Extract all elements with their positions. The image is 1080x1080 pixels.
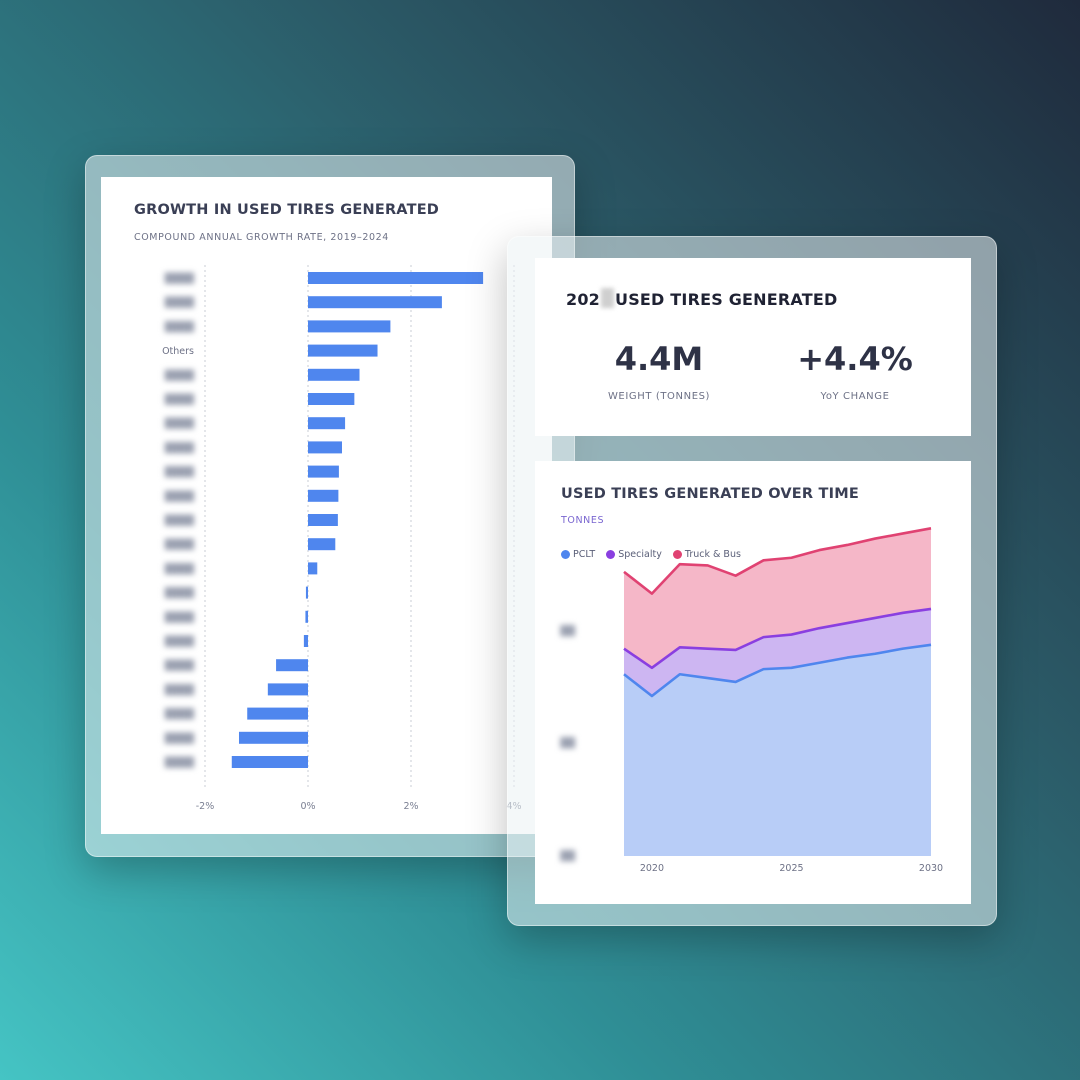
category-label: ████ <box>164 321 195 333</box>
bar <box>305 610 308 623</box>
category-label: ████ <box>164 611 195 623</box>
category-label: ████ <box>164 757 195 769</box>
area-card-title: USED TIRES GENERATED OVER TIME <box>561 486 859 502</box>
area-legend: PCLT Specialty Truck & Bus <box>561 544 747 563</box>
bar <box>305 586 308 599</box>
area-truck-bus <box>624 528 931 668</box>
kpi-title-prefix: 202 <box>566 290 600 309</box>
specialty-swatch <box>606 550 616 559</box>
category-label: ████ <box>164 636 195 648</box>
y-tick-label-redacted: ██ <box>559 625 575 637</box>
bar-card: GROWTH IN USED TIRES GENERATED COMPOUND … <box>101 177 552 834</box>
category-label: ████ <box>164 297 195 309</box>
category-label: ████ <box>164 442 195 454</box>
x-tick-label: -2% <box>196 801 215 812</box>
weight-value: 4.4M <box>614 340 704 378</box>
x-tick-label: 2% <box>403 801 418 812</box>
area-card-subtitle: TONNES <box>561 515 605 526</box>
category-label: ████ <box>164 587 195 599</box>
bar <box>231 756 308 768</box>
bar <box>308 514 338 526</box>
bar <box>276 659 308 672</box>
bar <box>308 344 378 357</box>
area-pclt <box>624 644 931 856</box>
x-tick-label: 2030 <box>919 863 943 874</box>
category-label: ████ <box>164 563 195 575</box>
y-tick-label-redacted: ██ <box>559 737 575 749</box>
bar <box>308 368 360 381</box>
x-tick-label: 2020 <box>640 863 664 874</box>
y-tick-label-redacted: ██ <box>559 850 575 862</box>
category-label: ████ <box>164 466 195 478</box>
series-line-pclt <box>623 643 932 698</box>
bar-card-subtitle: COMPOUND ANNUAL GROWTH RATE, 2019–2024 <box>134 232 389 243</box>
truck-bus-swatch <box>672 550 682 559</box>
category-label: ████ <box>164 369 195 381</box>
category-label: ████ <box>164 273 195 285</box>
legend-pclt: PCLT <box>561 549 595 560</box>
kpi-title-suffix: USED TIRES GENERATED <box>615 290 838 309</box>
weight-label: WEIGHT (TONNES) <box>607 391 711 402</box>
bar <box>308 393 355 405</box>
legend-truck-bus: Truck & Bus <box>672 549 741 560</box>
bar <box>308 296 442 309</box>
legend-specialty-label: Specialty <box>618 549 662 560</box>
bar <box>303 635 308 647</box>
category-label: ████ <box>164 732 195 744</box>
series-line-specialty <box>623 607 932 670</box>
kpi-title: 202 USED TIRES GENERATED <box>566 288 837 309</box>
category-label: ████ <box>164 515 195 527</box>
yoy-label: YoY CHANGE <box>820 391 890 402</box>
bar <box>308 441 342 454</box>
category-label: ████ <box>164 660 195 672</box>
bar <box>308 320 391 333</box>
bar <box>308 489 339 502</box>
bar <box>267 683 308 696</box>
category-label: ████ <box>164 418 195 430</box>
bar <box>247 707 308 720</box>
area-specialty <box>624 608 931 696</box>
bar-card-title: GROWTH IN USED TIRES GENERATED <box>134 202 440 218</box>
area-chart: 2020 2025 2030 ██ ██ ██ <box>559 527 943 874</box>
category-label: ████ <box>164 708 195 720</box>
legend-pclt-label: PCLT <box>573 549 596 560</box>
category-label: Others <box>162 346 194 357</box>
bar <box>308 562 318 575</box>
category-label: ████ <box>164 539 195 551</box>
bar-chart: -2%0%2%4%████████████Others█████████████… <box>162 265 522 812</box>
yoy-value: +4.4% <box>797 340 913 378</box>
category-label: ████ <box>164 394 195 406</box>
legend-truck-bus-label: Truck & Bus <box>684 549 741 560</box>
x-tick-label: 0% <box>300 801 315 812</box>
series-line-truck-bus <box>623 527 932 595</box>
kpi-card: 202 USED TIRES GENERATED 4.4M WEIGHT (TON… <box>535 258 971 436</box>
bar <box>308 465 339 478</box>
bar <box>238 731 308 744</box>
bar <box>308 538 336 551</box>
bar <box>308 417 346 430</box>
legend-specialty: Specialty <box>606 549 662 560</box>
category-label: ████ <box>164 490 195 502</box>
x-tick-label: 2025 <box>779 863 803 874</box>
redaction-mark <box>601 288 614 308</box>
bar <box>308 272 484 284</box>
area-card: USED TIRES GENERATED OVER TIME TONNES PC… <box>535 461 971 904</box>
pclt-swatch <box>561 550 570 559</box>
category-label: ████ <box>164 684 195 696</box>
